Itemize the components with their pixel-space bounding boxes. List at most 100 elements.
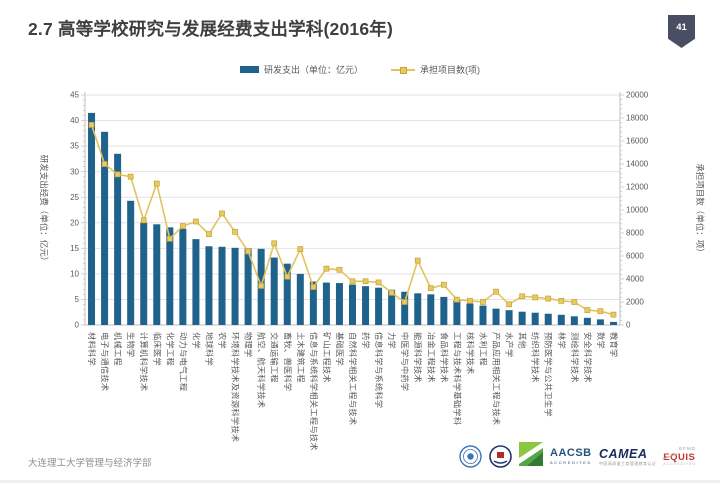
x-axis-label: 预防医学与公共卫生学 (544, 332, 554, 417)
line-marker (427, 285, 434, 292)
bar (192, 239, 200, 325)
x-axis-label: 畜牧、兽医科学 (283, 332, 293, 391)
page-title: 2.7 高等学校研究与发展经费支出学科(2016年) (28, 19, 393, 39)
x-axis-label: 信息科学与系统科学 (374, 332, 384, 408)
aacsb-label: AACSB (550, 447, 592, 460)
bar (531, 312, 539, 325)
left-tick-label: 30 (70, 167, 79, 176)
line-marker (440, 281, 447, 288)
x-axis-label: 航空、航天科学技术 (257, 332, 267, 408)
left-tick-label: 15 (70, 244, 79, 253)
x-axis-label: 化学工程 (165, 332, 175, 366)
line-marker (232, 228, 238, 235)
x-axis-label: 食品科学技术 (439, 332, 449, 383)
right-tick-label: 12000 (626, 183, 649, 192)
line-series (88, 122, 617, 318)
line-marker (336, 266, 343, 273)
gridlines (85, 94, 620, 300)
line-marker (101, 161, 108, 167)
line-marker (362, 278, 369, 285)
right-tick-label: 16000 (626, 137, 649, 146)
bar (322, 282, 330, 325)
line-marker (245, 248, 251, 255)
bar (270, 257, 278, 325)
bar (453, 300, 461, 325)
x-axis-label: 安全科学技术 (583, 332, 593, 383)
x-axis-label: 能源科学技术 (413, 332, 423, 383)
bar (166, 227, 174, 325)
x-axis-label: 地球科学 (204, 332, 214, 366)
right-tick-label: 10000 (626, 206, 649, 215)
x-axis-label: 土木建筑工程 (296, 332, 306, 383)
left-tick-label: 0 (75, 321, 80, 330)
line-marker (493, 288, 499, 295)
line-marker (271, 240, 278, 247)
x-axis-label: 农学 (218, 332, 228, 349)
line-marker (558, 297, 565, 304)
line-marker (88, 122, 95, 128)
bar (388, 289, 396, 325)
x-axis-label: 信息与系统科学相关工程与技术 (309, 332, 319, 451)
x-axis-label: 工程与技术科学基础学科 (452, 332, 462, 425)
bar (401, 291, 409, 325)
line-marker (193, 218, 199, 225)
camea-sublabel: 中国高质量工商管理教育认证 (599, 460, 657, 466)
bar (244, 248, 252, 325)
line-marker (414, 257, 421, 264)
line-swatch-icon (391, 66, 415, 74)
line-marker (127, 173, 134, 180)
line-marker (506, 301, 512, 308)
x-axis-label: 物理学 (244, 332, 254, 357)
left-tick-label: 45 (70, 91, 79, 100)
bar (466, 303, 474, 325)
left-tick-label: 20 (70, 218, 79, 227)
line-marker (258, 283, 265, 289)
line-marker (584, 307, 591, 313)
faculty-seal-icon (489, 445, 512, 468)
x-axis-label: 核科学技术 (465, 332, 475, 374)
line-marker (401, 299, 408, 305)
bar (179, 228, 187, 325)
left-axis-title: 研发支出经费（单位：亿元） (39, 155, 49, 266)
line-marker (153, 180, 160, 187)
equis-label: EQUIS (663, 451, 696, 463)
right-tick-label: 14000 (626, 160, 649, 169)
bar (583, 317, 591, 325)
line-marker (571, 299, 578, 305)
line-marker (284, 273, 291, 280)
line-marker (532, 294, 539, 301)
x-axis-labels: 材料科学 电子与通信技术 机械工程 生物学 计算机科学技术 临床医学 化学工程 动力与电气工程… (87, 332, 619, 451)
x-axis-label: 冶金工程技术 (426, 332, 436, 383)
bar (335, 283, 343, 325)
line-marker (310, 284, 317, 290)
bar (518, 311, 526, 325)
x-axis-label: 力学 (387, 332, 397, 349)
bar (296, 273, 304, 325)
legend-label-bar: 研发支出（单位：亿元） (263, 65, 363, 75)
bar (218, 246, 226, 325)
left-tick-label: 25 (70, 193, 79, 202)
line-marker (219, 210, 225, 217)
right-tick-label: 20000 (626, 91, 649, 100)
line-marker (597, 308, 604, 315)
bar (101, 131, 109, 325)
bar (153, 224, 161, 325)
right-tick-label: 8000 (626, 229, 644, 238)
line-marker (375, 279, 382, 286)
right-tick-label: 18000 (626, 114, 649, 123)
line-marker (114, 171, 121, 178)
x-axis-label: 数学 (596, 332, 606, 349)
chart-legend: 研发支出（单位：亿元） 承担项目数(项) (0, 63, 720, 76)
line-marker (166, 235, 173, 242)
bar (88, 112, 96, 325)
x-axis-label: 交通运输工程 (270, 332, 280, 383)
line-marker (467, 297, 473, 304)
line-marker (545, 295, 552, 302)
efmd-label: EFMD (679, 445, 696, 451)
bottom-strip (0, 480, 720, 483)
line-marker (349, 278, 356, 285)
legend-item-line: 承担项目数(项) (391, 63, 480, 76)
x-axis-label: 教育学 (609, 332, 619, 357)
